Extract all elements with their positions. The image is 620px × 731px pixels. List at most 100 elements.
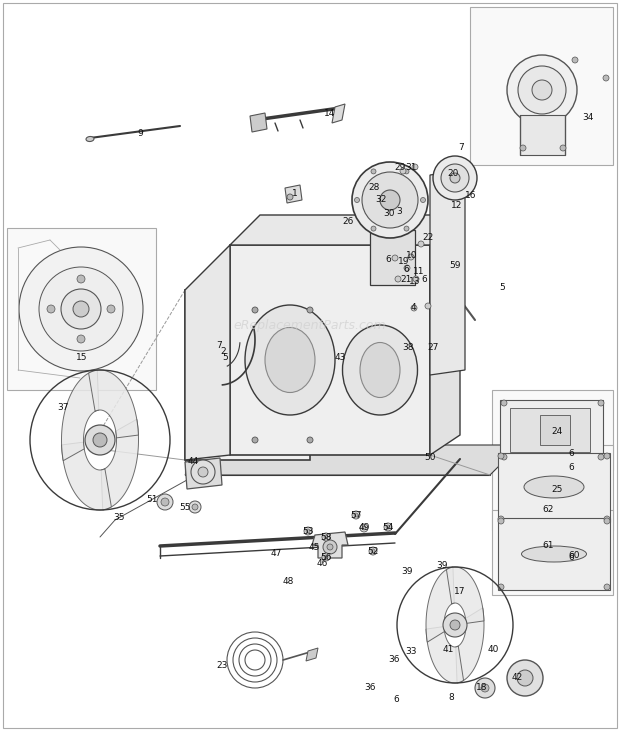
Text: 5: 5 [499,284,505,292]
Circle shape [604,518,610,524]
Text: 47: 47 [270,550,281,558]
Circle shape [304,527,312,535]
Text: 48: 48 [282,577,294,586]
Circle shape [306,529,310,533]
Circle shape [354,513,358,517]
Text: 59: 59 [450,260,461,270]
Circle shape [192,504,198,510]
Text: 6: 6 [568,463,574,472]
Circle shape [371,169,376,174]
Text: 42: 42 [512,673,523,683]
Polygon shape [89,370,138,438]
Text: 46: 46 [316,559,328,569]
Text: 9: 9 [137,129,143,137]
Circle shape [507,660,543,696]
Text: 17: 17 [454,586,466,596]
Polygon shape [230,245,430,455]
Circle shape [252,307,258,313]
Circle shape [520,145,526,151]
Circle shape [404,226,409,231]
Polygon shape [185,445,520,475]
Circle shape [598,400,604,406]
Circle shape [572,57,578,63]
Polygon shape [430,170,465,375]
Circle shape [420,197,425,202]
Polygon shape [61,370,99,461]
Text: 6: 6 [403,265,409,275]
Text: 30: 30 [383,210,395,219]
Circle shape [307,437,313,443]
Circle shape [392,255,398,261]
Text: 11: 11 [414,267,425,276]
Text: 2: 2 [220,347,226,357]
Circle shape [400,168,406,174]
Bar [492,390,613,470]
Ellipse shape [524,476,584,498]
Circle shape [603,75,609,81]
Ellipse shape [360,343,400,398]
Circle shape [501,400,507,406]
Text: 52: 52 [367,547,379,556]
Text: 25: 25 [551,485,563,494]
Circle shape [413,276,419,282]
Circle shape [327,544,333,550]
Circle shape [518,66,566,114]
Polygon shape [430,215,460,455]
Text: 28: 28 [368,183,379,192]
Text: 1: 1 [292,189,298,197]
Ellipse shape [245,305,335,415]
Text: 54: 54 [383,523,394,531]
Text: 4: 4 [410,303,416,311]
Text: 43: 43 [334,352,346,362]
Text: 32: 32 [375,195,387,205]
Text: 6: 6 [421,276,427,284]
Text: 29: 29 [394,164,405,173]
Text: 35: 35 [113,513,125,523]
Circle shape [287,194,293,200]
Circle shape [191,460,215,484]
Polygon shape [520,115,565,155]
Text: 33: 33 [405,646,417,656]
Text: 8: 8 [448,692,454,702]
Circle shape [604,584,610,590]
Circle shape [360,524,368,532]
Text: 5: 5 [222,352,228,362]
Text: 7: 7 [458,143,464,153]
Ellipse shape [342,325,417,415]
Circle shape [433,156,477,200]
Circle shape [411,305,417,311]
Ellipse shape [521,546,587,562]
Circle shape [475,678,495,698]
Circle shape [386,525,390,529]
Circle shape [352,511,360,519]
Circle shape [498,453,504,459]
Polygon shape [446,567,484,624]
Circle shape [198,467,208,477]
Circle shape [369,547,377,555]
Text: 10: 10 [406,251,418,260]
Text: 24: 24 [551,428,562,436]
Polygon shape [230,215,460,245]
Ellipse shape [265,327,315,393]
Text: 38: 38 [402,343,414,352]
Circle shape [362,172,418,228]
Text: 49: 49 [358,523,370,531]
Circle shape [107,305,115,313]
Circle shape [560,145,566,151]
Text: 44: 44 [187,458,198,466]
Polygon shape [426,567,454,642]
Text: 58: 58 [321,532,332,542]
Circle shape [189,501,201,513]
Text: 6: 6 [568,553,574,562]
Text: 14: 14 [324,110,335,118]
Circle shape [77,335,85,343]
Circle shape [384,523,392,531]
Circle shape [77,275,85,283]
Circle shape [352,162,428,238]
Text: 6: 6 [568,449,574,458]
Circle shape [47,305,55,313]
Circle shape [252,437,258,443]
Polygon shape [285,185,302,203]
Polygon shape [101,420,138,510]
Text: eReplacementParts.com: eReplacementParts.com [234,319,386,332]
